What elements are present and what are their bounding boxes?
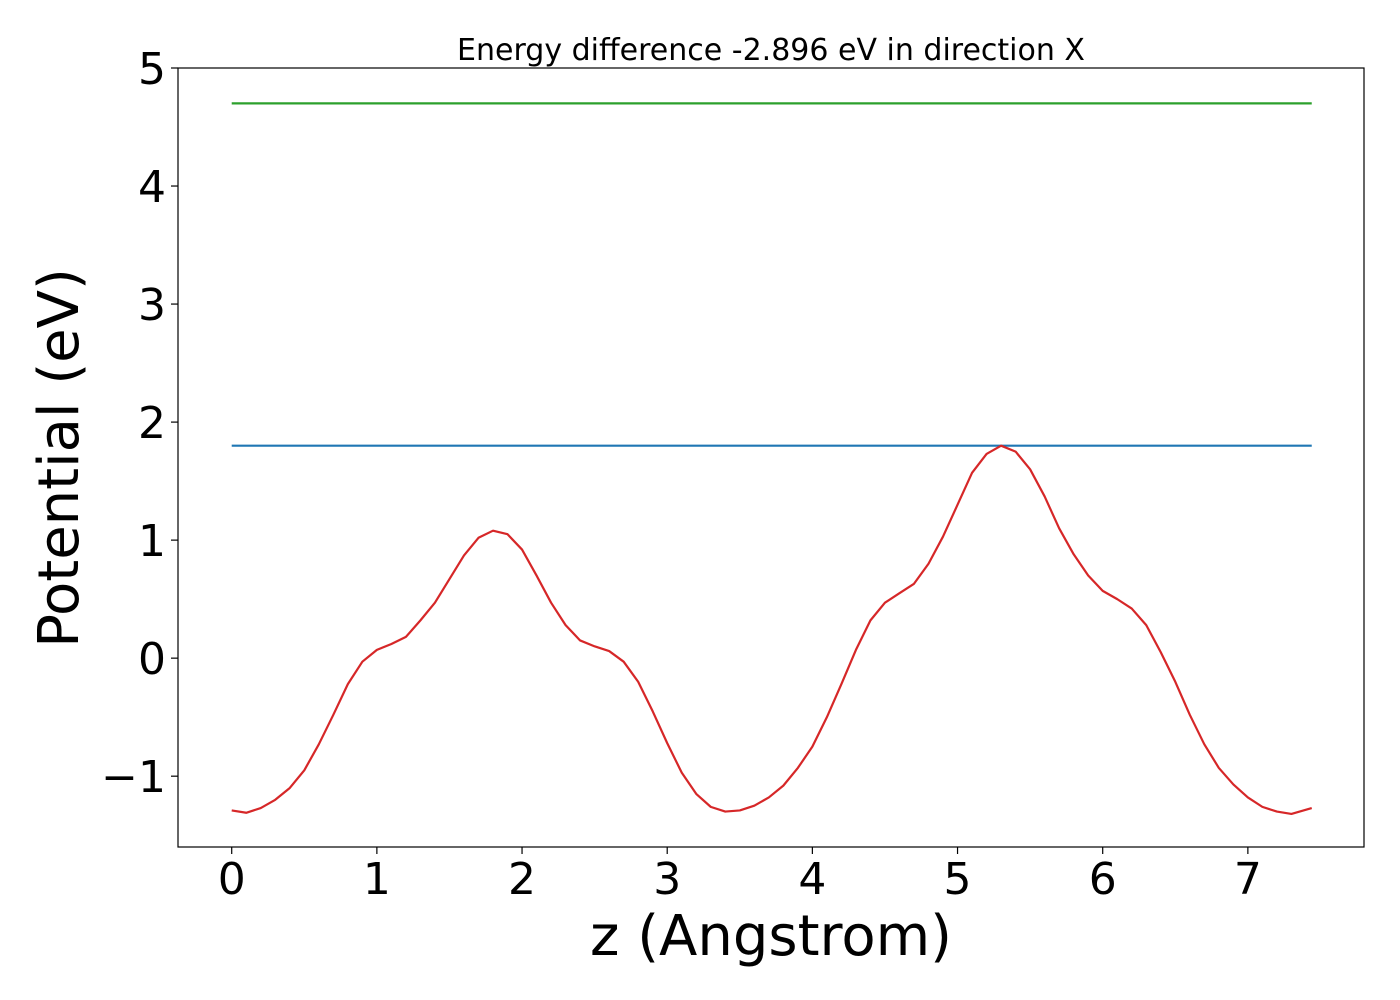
series-layer: [231, 102, 1313, 816]
x-tick-label: 7: [1234, 854, 1262, 905]
y-tick-label: 0: [138, 634, 166, 685]
y-tick-label: −1: [101, 752, 166, 803]
x-tick-label: 5: [944, 854, 972, 905]
y-axis-ticks: −1 0 1 2 3 4 5: [101, 44, 178, 803]
y-tick-label: 3: [138, 280, 166, 331]
chart-title: Energy difference -2.896 eV in direction…: [457, 33, 1085, 68]
y-tick-label: 1: [138, 516, 166, 567]
y-tick-label: 4: [138, 162, 166, 213]
x-tick-label: 2: [508, 854, 536, 905]
plot-frame: [177, 67, 1365, 848]
y-tick-label: 5: [138, 44, 166, 95]
x-axis-ticks: 0 1 2 3 4 5 6 7: [218, 847, 1262, 905]
x-tick-label: 0: [218, 854, 246, 905]
y-axis-label: Potential (eV): [27, 268, 92, 648]
x-tick-label: 4: [798, 854, 826, 905]
y-tick-label: 2: [138, 398, 166, 449]
series-line-3: [231, 444, 1313, 816]
x-tick-label: 6: [1089, 854, 1117, 905]
x-tick-label: 3: [653, 854, 681, 905]
x-axis-label: z (Angstrom): [590, 904, 952, 969]
x-tick-label: 1: [363, 854, 391, 905]
